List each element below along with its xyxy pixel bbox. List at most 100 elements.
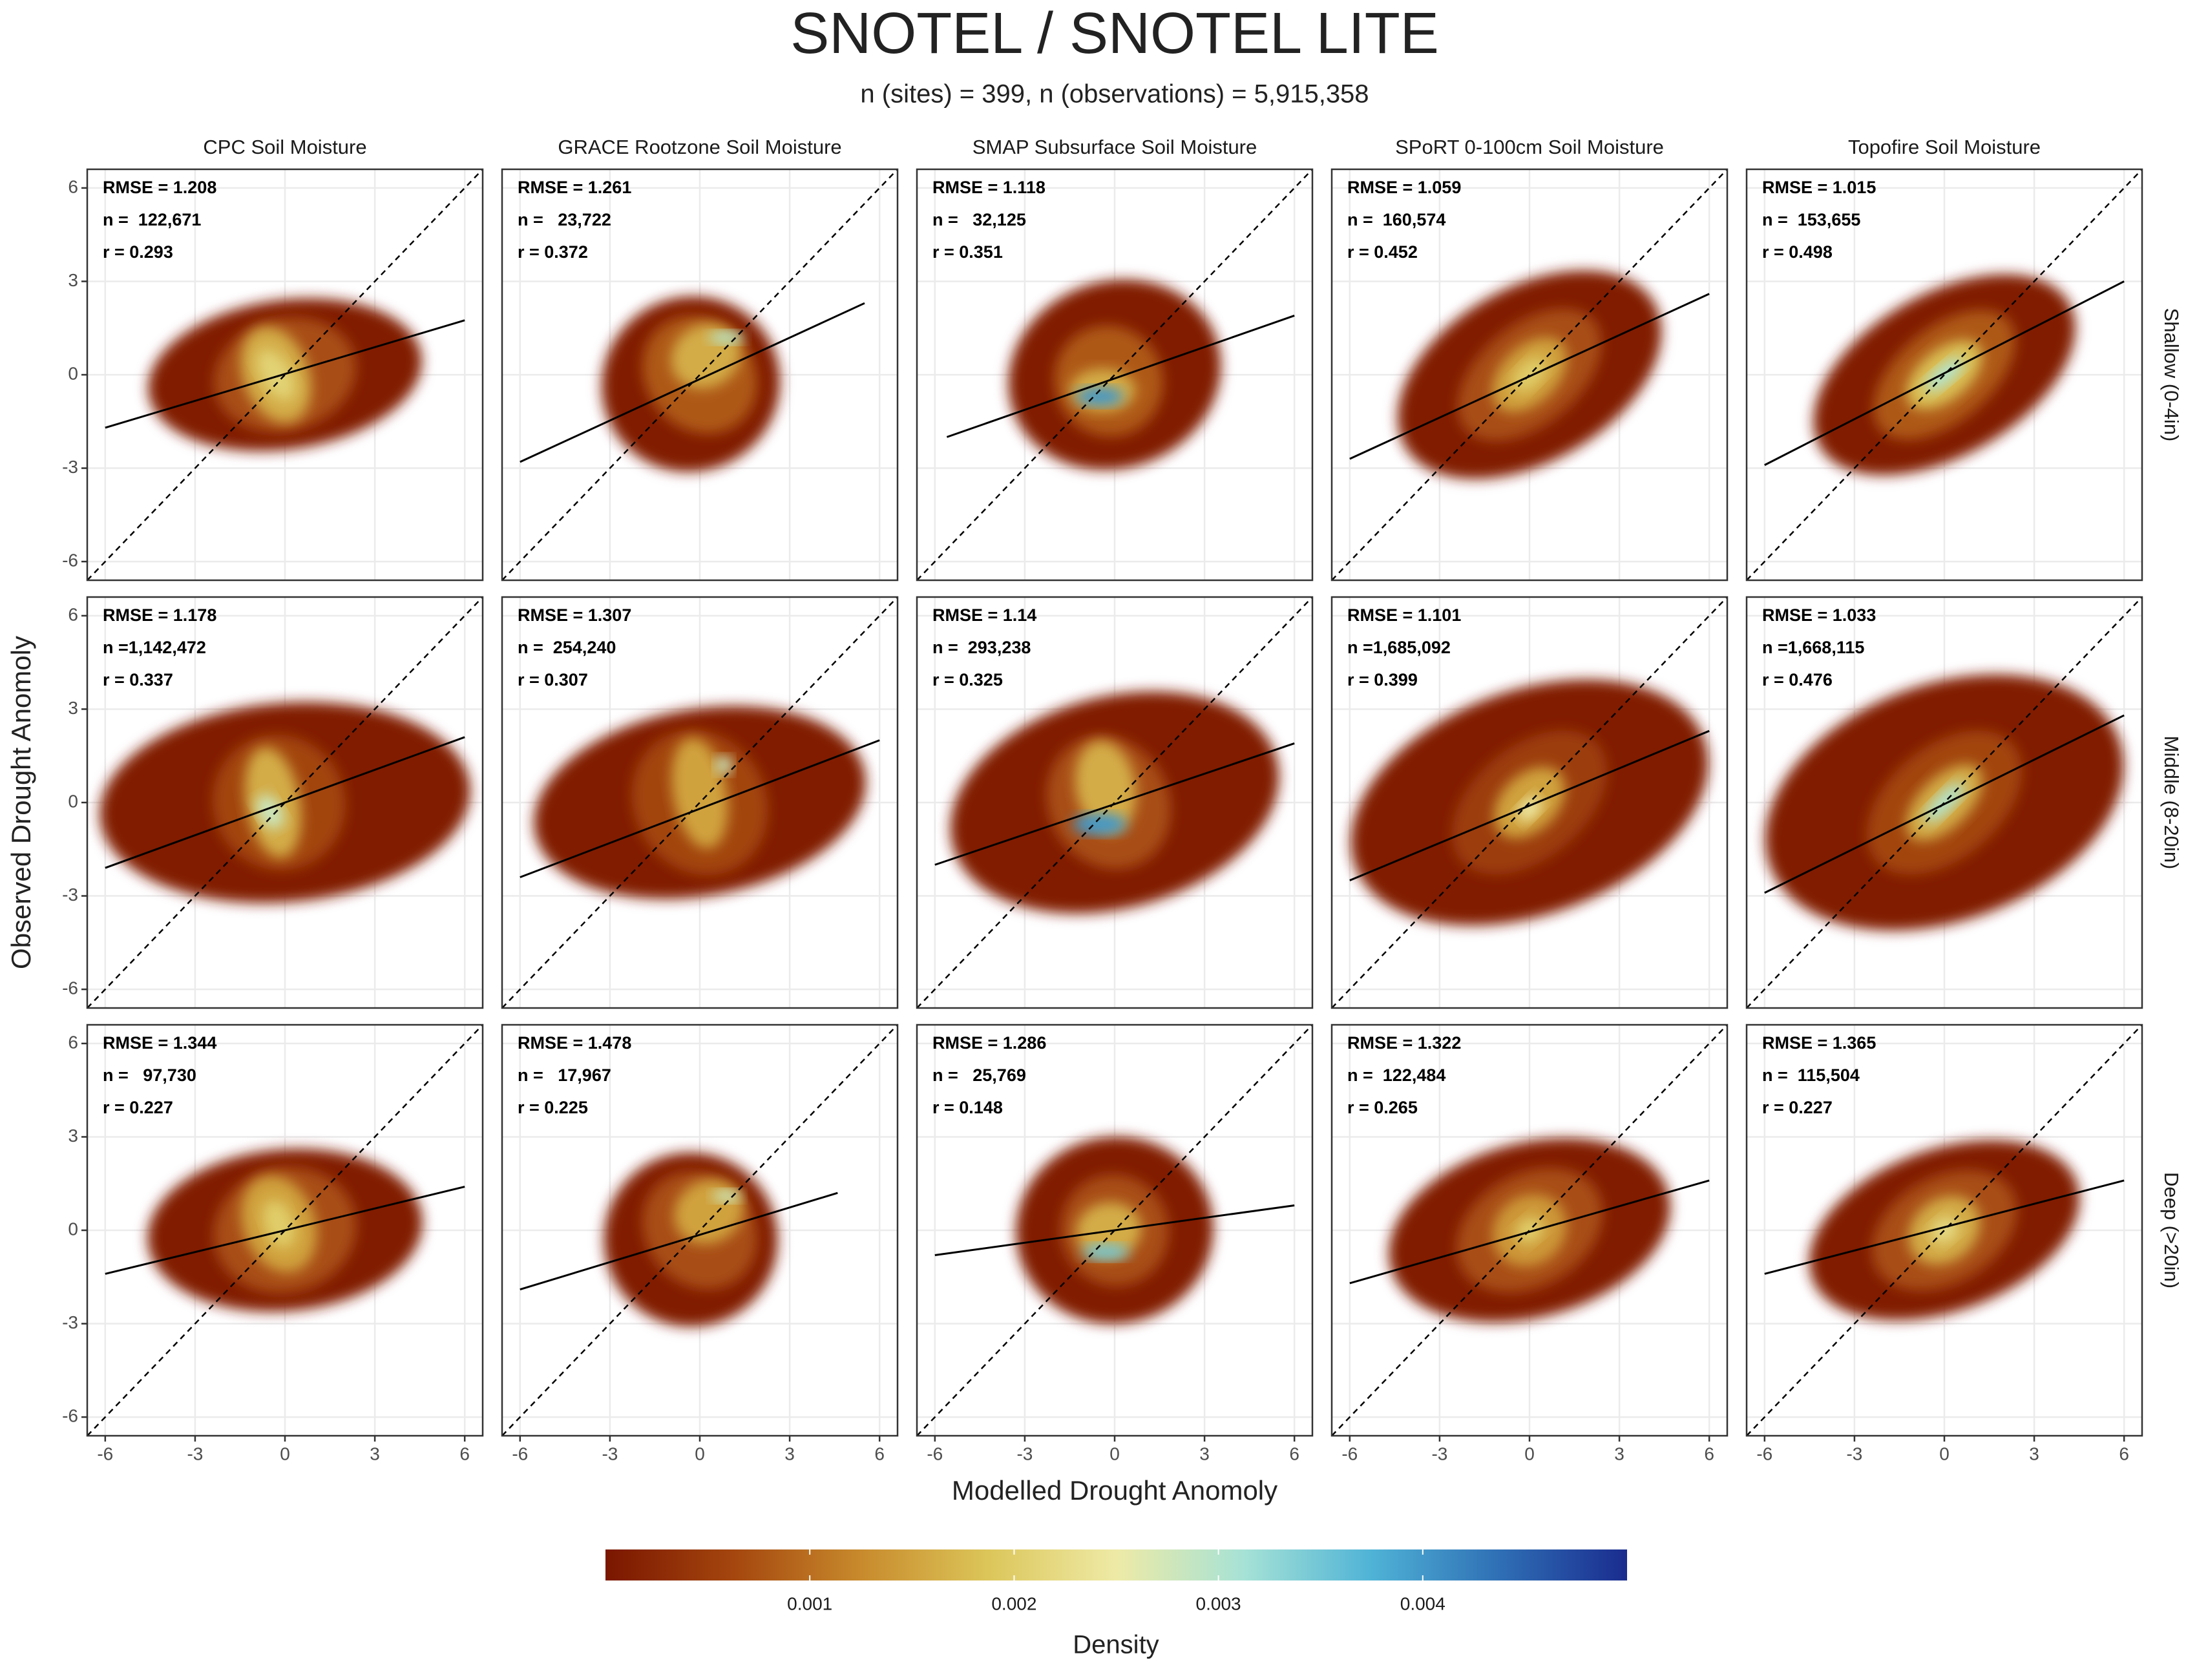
panel: RMSE = 1.322 n = 122,484 r = 0.265 -6 -3 0 3 6 (1330, 1024, 1729, 1464)
panel-border (501, 168, 899, 582)
density-region (256, 794, 284, 830)
stat-label: n = 293,238 (932, 638, 1031, 657)
fit-line (934, 742, 1295, 866)
x-tick-label: 0 (1524, 1444, 1535, 1464)
density-region (1925, 357, 1964, 392)
x-tick-label: 3 (1614, 1444, 1624, 1464)
stat-label: RMSE = 1.286 (932, 1033, 1046, 1053)
identity-line (87, 169, 483, 580)
density-region (1075, 740, 1137, 834)
density-region (671, 737, 728, 849)
identity-line (917, 597, 1312, 1008)
x-tick-label: 6 (1704, 1444, 1714, 1464)
panel-border (1745, 168, 2143, 582)
stat-label: r = 0.148 (932, 1098, 1003, 1117)
panel: RMSE = 1.14 n = 293,238 r = 0.325 (916, 596, 1314, 1009)
panel: RMSE = 1.033 n =1,668,115 r = 0.476 (1745, 596, 2143, 1009)
panel-border (1330, 596, 1729, 1009)
y-tick-label: 6 (68, 1032, 78, 1052)
identity-line (917, 1025, 1312, 1436)
stat-label: RMSE = 1.208 (103, 178, 216, 197)
x-tick-label: 0 (1939, 1444, 1950, 1464)
identity-line (502, 169, 898, 580)
density-layer (1747, 1025, 2142, 1436)
density-layer (917, 169, 1312, 580)
stat-label: r = 0.498 (1762, 242, 1833, 262)
density-region (715, 755, 733, 775)
y-tick-label: -3 (62, 457, 78, 477)
density-layer (917, 1025, 1312, 1436)
identity-line (1747, 169, 2142, 580)
stat-label: RMSE = 1.059 (1347, 178, 1461, 197)
row-header: Middle (8-20in) (2160, 736, 2183, 870)
fit-line (1349, 1179, 1710, 1285)
stat-label: RMSE = 1.178 (103, 605, 216, 625)
y-tick-label: -3 (62, 885, 78, 905)
colorbar-tick-label: 0.002 (991, 1593, 1036, 1613)
panel: RMSE = 1.344 n = 97,730 r = 0.227 -6 -3 0 3 6 -6… (62, 1024, 484, 1464)
colorbar-tick-label: 0.004 (1400, 1593, 1445, 1613)
x-tick-label: -3 (187, 1444, 203, 1464)
density-layer (1332, 1025, 1727, 1436)
stat-label: RMSE = 1.101 (1347, 605, 1461, 625)
row-header: Shallow (0-4in) (2160, 308, 2183, 442)
density-layer (1747, 169, 2142, 580)
identity-line (1332, 1025, 1727, 1436)
x-tick-label: 6 (874, 1444, 885, 1464)
density-layer (87, 597, 483, 1008)
stat-label: n = 23,722 (518, 210, 611, 229)
column-header: SMAP Subsurface Soil Moisture (972, 136, 1257, 158)
density-region (1082, 1244, 1130, 1260)
panel-border (1745, 596, 2143, 1009)
fit-line (1764, 280, 2125, 467)
row-header: Deep (>20in) (2160, 1172, 2183, 1288)
panel-border (916, 168, 1314, 582)
density-region (708, 331, 745, 344)
stat-label: r = 0.476 (1762, 670, 1833, 689)
density-region (262, 1200, 296, 1248)
colorbar (605, 1549, 1627, 1580)
x-tick-label: 6 (1289, 1444, 1299, 1464)
panel: RMSE = 1.015 n = 153,655 r = 0.498 (1745, 168, 2143, 582)
fit-line (105, 319, 465, 429)
fit-line (520, 739, 880, 879)
y-axis-title: Observed Drought Anomoly (6, 636, 36, 969)
stat-label: n = 115,504 (1762, 1066, 1860, 1085)
stat-label: n =1,668,115 (1762, 638, 1864, 657)
stat-label: n = 122,484 (1347, 1066, 1445, 1085)
identity-line (87, 597, 483, 1008)
x-tick-label: -3 (1846, 1444, 1862, 1464)
panel: RMSE = 1.178 n =1,142,472 r = 0.337 -6 -3 0 3 6 (62, 596, 484, 1009)
y-tick-label: 0 (68, 363, 78, 383)
stat-label: n = 25,769 (932, 1066, 1026, 1085)
stat-label: RMSE = 1.118 (932, 178, 1046, 197)
stat-label: n = 32,125 (932, 210, 1026, 229)
panel: RMSE = 1.478 n = 17,967 r = 0.225 -6 -3 0 3 6 (501, 1024, 899, 1464)
x-tick-label: 6 (459, 1444, 470, 1464)
column-header: SPoRT 0-100cm Soil Moisture (1395, 136, 1664, 158)
panel: RMSE = 1.286 n = 25,769 r = 0.148 -6 -3 0 3 6 (916, 1024, 1314, 1464)
panel: RMSE = 1.101 n =1,685,092 r = 0.399 (1330, 596, 1729, 1009)
x-tick-label: 0 (1109, 1444, 1120, 1464)
panel-border (916, 596, 1314, 1009)
fit-line (520, 302, 865, 463)
panel: RMSE = 1.307 n = 254,240 r = 0.307 (501, 596, 899, 1009)
stat-label: r = 0.225 (518, 1098, 588, 1117)
column-header: CPC Soil Moisture (203, 136, 366, 158)
panel: RMSE = 1.059 n = 160,574 r = 0.452 (1330, 168, 1729, 582)
y-tick-label: 3 (68, 1126, 78, 1146)
identity-line (1332, 597, 1727, 1008)
density-layer (87, 1025, 483, 1436)
identity-line (502, 1025, 898, 1436)
fit-line (105, 1186, 465, 1275)
stat-label: RMSE = 1.365 (1762, 1033, 1876, 1053)
stat-label: RMSE = 1.322 (1347, 1033, 1461, 1053)
panel-border (1330, 168, 1729, 582)
stat-label: r = 0.227 (1762, 1098, 1833, 1117)
stat-label: r = 0.337 (103, 670, 173, 689)
y-tick-label: -3 (62, 1312, 78, 1332)
x-tick-label: 3 (784, 1444, 795, 1464)
y-tick-label: -6 (62, 1405, 78, 1425)
identity-line (1747, 1025, 2142, 1436)
density-layer (502, 169, 898, 580)
